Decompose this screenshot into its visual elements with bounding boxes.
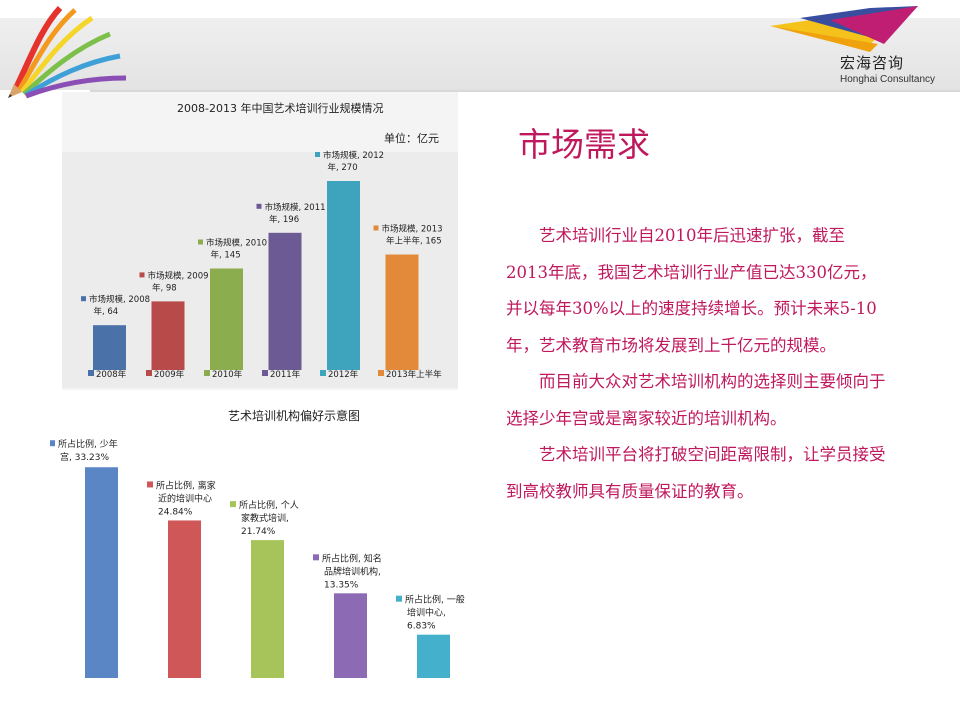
chart1-legend-swatch-4 xyxy=(262,370,268,376)
chart1-bar-2 xyxy=(151,301,185,370)
chart1-label-marker-2 xyxy=(139,272,145,278)
chart1-legend-swatch-5 xyxy=(320,370,326,376)
chart1-legend-label-2: 2009年 xyxy=(154,369,185,380)
preference-chart: 艺术培训机构偏好示意图 所占比例, 少年宫, 33.23% 所占比例, 离家近的培… xyxy=(50,400,495,680)
chart2-data-label-4-line1: 所占比例, 知名 xyxy=(322,552,382,564)
chart1-data-label-5-line2: 年, 270 xyxy=(328,162,358,173)
chart1-bar-5 xyxy=(327,181,360,370)
chart1-data-label-4-line2: 年, 196 xyxy=(269,214,299,225)
logo-english-name: Honghai Consultancy xyxy=(840,74,936,85)
chart2-data-label-4-line3: 13.35% xyxy=(324,580,359,590)
chart1-legend-label-6: 2013年上半年 xyxy=(386,369,442,380)
body-paragraph-2: 而目前大众对艺术培训机构的选择则主要倾向于选择少年宫或是离家较近的培训机构。 xyxy=(506,372,886,428)
chart2-title: 艺术培训机构偏好示意图 xyxy=(228,408,360,423)
chart1-legend-label-5: 2012年 xyxy=(328,369,359,380)
chart1-bar-6 xyxy=(385,254,419,370)
chart1-bar-4 xyxy=(268,232,302,370)
body-paragraph-3: 艺术培训平台将打破空间距离限制，让学员接受到高校教师具有质量保证的教育。 xyxy=(506,445,886,501)
chart1-data-label-3-line2: 年, 145 xyxy=(211,250,241,261)
chart1-data-label-3-line1: 市场规模, 2010 xyxy=(206,238,267,249)
chart2-data-label-3-line2: 家教式培训, xyxy=(241,512,289,524)
chart1-bar-3 xyxy=(210,268,243,370)
chart1-data-label-1-line1: 市场规模, 2008 xyxy=(89,294,150,305)
chart1-label-marker-5 xyxy=(315,152,320,157)
chart1-legend-swatch-3 xyxy=(204,370,210,376)
chart1-data-label-2-line1: 市场规模, 2009 xyxy=(148,270,209,281)
header-divider xyxy=(90,90,960,92)
slide-title: 市场需求 xyxy=(518,125,650,164)
body-paragraph-1: 艺术培训行业自2010年后迅速扩张，截至2013年底，我国艺术培训行业产值已达3… xyxy=(506,226,877,355)
rainbow-pencil-decoration xyxy=(8,5,127,99)
logo-chinese-name: 宏海咨询 xyxy=(840,54,905,72)
market-size-chart: 2008-2013 年中国艺术培训行业规模情况 单位：亿元 市场规模, 2008… xyxy=(62,92,458,390)
chart1-legend-swatch-1 xyxy=(88,370,94,376)
chart1-legend-swatch-2 xyxy=(146,370,152,376)
chart1-label-marker-4 xyxy=(256,203,262,209)
chart1-bar-1 xyxy=(93,325,126,370)
chart2-data-label-2-line3: 24.84% xyxy=(158,507,193,517)
chart2-data-label-3-line1: 所占比例, 个人 xyxy=(239,499,299,511)
chart1-legend-swatch-6 xyxy=(378,370,384,376)
chart2-data-label-5-line2: 培训中心, xyxy=(407,607,446,619)
chart1-label-marker-3 xyxy=(198,239,203,245)
chart1-data-label-6-line2: 年上半年, 165 xyxy=(386,236,442,247)
chart1-legend-label-4: 2011年 xyxy=(270,369,301,380)
chart2-data-label-2-line2: 近的培训中心 xyxy=(158,492,212,504)
chart1-label-marker-1 xyxy=(81,296,86,302)
chart2-label-marker-3 xyxy=(230,501,236,508)
chart2-label-marker-1 xyxy=(50,440,55,447)
chart1-data-label-1-line2: 年, 64 xyxy=(94,306,119,317)
chart2-bar-3 xyxy=(251,540,284,678)
chart2-label-marker-2 xyxy=(147,481,153,488)
chart1-data-label-5-line1: 市场规模, 2012 xyxy=(323,150,384,161)
chart1-legend-label-3: 2010年 xyxy=(212,369,243,380)
chart2-bar-4 xyxy=(334,593,367,678)
chart1-data-label-4-line1: 市场规模, 2011 xyxy=(265,202,326,213)
chart1-label-marker-6 xyxy=(373,225,379,231)
chart2-data-label-4-line2: 品牌培训机构, xyxy=(324,565,381,577)
chart2-data-label-1-line1: 所占比例, 少年 xyxy=(58,438,118,450)
chart2-bar-2 xyxy=(168,520,201,678)
chart2-label-marker-5 xyxy=(396,595,402,602)
chart2-bar-5 xyxy=(417,634,450,678)
chart2-data-label-3-line3: 21.74% xyxy=(241,527,276,537)
chart2-label-marker-4 xyxy=(313,554,319,561)
chart1-data-label-6-line1: 市场规模, 2013 xyxy=(382,224,443,235)
chart1-title: 2008-2013 年中国艺术培训行业规模情况 xyxy=(177,101,383,115)
chart2-bar-1 xyxy=(85,467,118,678)
honghai-logo-mark xyxy=(770,6,918,52)
chart2-data-label-1-line2: 宫, 33.23% xyxy=(60,451,109,463)
body-text: 艺术培训行业自2010年后迅速扩张，截至2013年底，我国艺术培训行业产值已达3… xyxy=(506,218,886,510)
chart2-data-label-5-line1: 所占比例, 一般 xyxy=(405,594,465,606)
chart2-data-label-5-line3: 6.83% xyxy=(407,622,436,632)
chart1-data-label-2-line2: 年, 98 xyxy=(152,282,177,293)
chart1-legend-label-1: 2008年 xyxy=(96,369,127,380)
chart2-data-label-2-line1: 所占比例, 离家 xyxy=(156,479,216,491)
chart1-unit-label: 单位：亿元 xyxy=(384,131,439,145)
